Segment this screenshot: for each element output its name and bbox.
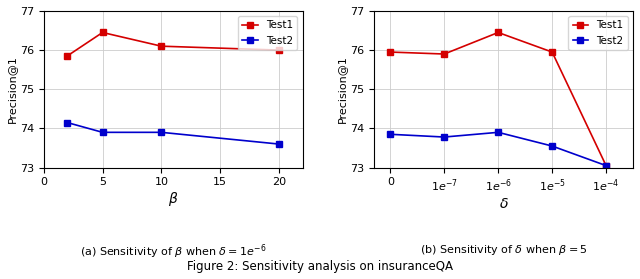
Test1 <box>387 50 394 54</box>
Line: Test2: Test2 <box>387 129 609 169</box>
Text: Figure 2: Sensitivity analysis on insuranceQA: Figure 2: Sensitivity analysis on insura… <box>187 260 453 273</box>
Test2 <box>275 142 283 146</box>
Legend: Test1, Test2: Test1, Test2 <box>568 16 628 50</box>
Test1 <box>602 164 610 167</box>
Test2 <box>63 121 71 124</box>
Line: Test2: Test2 <box>65 120 282 147</box>
Test1 <box>99 31 106 34</box>
Y-axis label: Precision@1: Precision@1 <box>7 55 17 123</box>
X-axis label: $\delta$: $\delta$ <box>499 197 509 211</box>
Test1 <box>275 49 283 52</box>
X-axis label: $\beta$: $\beta$ <box>168 190 179 208</box>
Test2 <box>440 135 448 139</box>
Line: Test1: Test1 <box>65 30 282 59</box>
Test2 <box>494 131 502 134</box>
Test2 <box>602 164 610 167</box>
Text: (a) Sensitivity of $\beta$ when $\delta = 1e^{-6}$: (a) Sensitivity of $\beta$ when $\delta … <box>80 243 266 261</box>
Test2 <box>157 131 165 134</box>
Test1 <box>63 54 71 58</box>
Test2 <box>548 144 556 148</box>
Y-axis label: Precision@1: Precision@1 <box>337 55 348 123</box>
Test1 <box>494 31 502 34</box>
Line: Test1: Test1 <box>387 30 609 169</box>
Text: (b) Sensitivity of $\delta$ when $\beta = 5$: (b) Sensitivity of $\delta$ when $\beta … <box>420 243 588 257</box>
Test1 <box>440 52 448 56</box>
Test2 <box>99 131 106 134</box>
Legend: Test1, Test2: Test1, Test2 <box>238 16 298 50</box>
Test1 <box>548 50 556 54</box>
Test2 <box>387 133 394 136</box>
Test1 <box>157 45 165 48</box>
